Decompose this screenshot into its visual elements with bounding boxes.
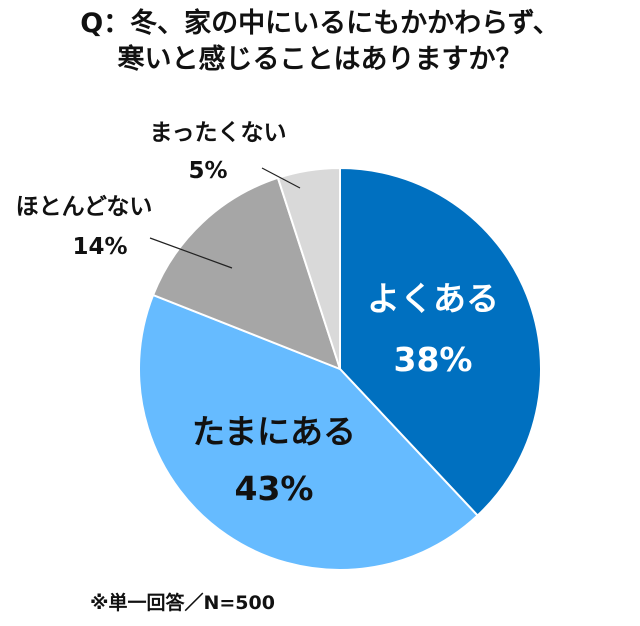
title-line-2: 寒いと感じることはありますか？ [117,44,523,75]
slice-label-yoku-aru: よくある [367,279,499,318]
slice-label-hotondo-nai: ほとんどない [16,194,153,220]
slice-value-tamani-aru: 43% [235,469,314,508]
pie-slice-mattaku-nai [276,166,341,370]
slice-value-mattaku-nai: 5% [188,158,227,184]
slice-value-yoku-aru: 38% [394,340,473,379]
slice-label-tamani-aru: たまにある [192,412,356,451]
chart-title: Q：冬、家の中にいるにもかかわらず、 寒いと感じることはありますか？ [0,6,640,78]
slice-value-hotondo-nai: 14% [72,234,127,260]
title-line-1: Q：冬、家の中にいるにもかかわらず、 [80,8,560,39]
pie-slice-yoku-aru [339,166,542,517]
leader-line-hotondo-nai [149,237,233,269]
slice-label-mattaku-nai: まったくない [149,120,286,146]
sample-note: ※単一回答／N=500 [90,592,275,614]
pie-slice-tamani-aru [138,293,480,571]
leader-line-mattaku-nai [261,167,301,189]
